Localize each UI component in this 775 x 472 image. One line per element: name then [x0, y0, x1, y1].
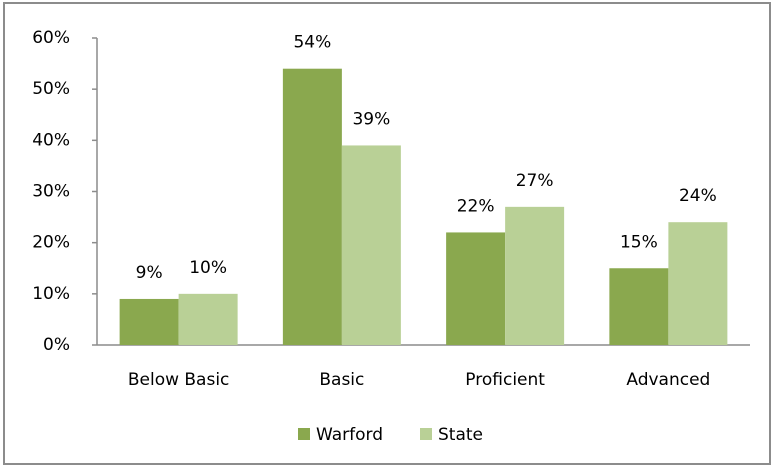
y-tick-label: 20%: [32, 233, 70, 253]
y-tick-label: 60%: [32, 28, 70, 48]
bar: [178, 293, 238, 345]
bar: [609, 268, 669, 345]
value-label: 10%: [189, 258, 227, 278]
bar: [505, 206, 565, 345]
value-label: 54%: [293, 33, 331, 53]
bar: [119, 298, 179, 345]
y-tick-label: 0%: [43, 335, 70, 355]
bar: [668, 222, 728, 345]
value-label: 22%: [457, 196, 495, 216]
legend-swatch: [420, 428, 432, 440]
bar: [446, 232, 506, 345]
value-label: 24%: [679, 186, 717, 206]
x-tick-label: Proficient: [465, 370, 545, 390]
legend-swatch: [298, 428, 310, 440]
value-label: 39%: [352, 109, 390, 129]
x-tick-label: Advanced: [626, 370, 710, 390]
value-label: 9%: [136, 263, 163, 283]
y-tick-label: 40%: [32, 130, 70, 150]
bar: [282, 68, 342, 345]
x-tick-label: Below Basic: [128, 370, 230, 390]
value-label: 15%: [620, 232, 658, 252]
value-label: 27%: [516, 171, 554, 191]
y-tick-label: 10%: [32, 284, 70, 304]
legend-label: State: [438, 425, 483, 445]
bar: [341, 145, 401, 345]
legend-label: Warford: [316, 425, 383, 445]
x-tick-label: Basic: [319, 370, 364, 390]
y-tick-label: 50%: [32, 79, 70, 99]
y-tick-label: 30%: [32, 182, 70, 202]
